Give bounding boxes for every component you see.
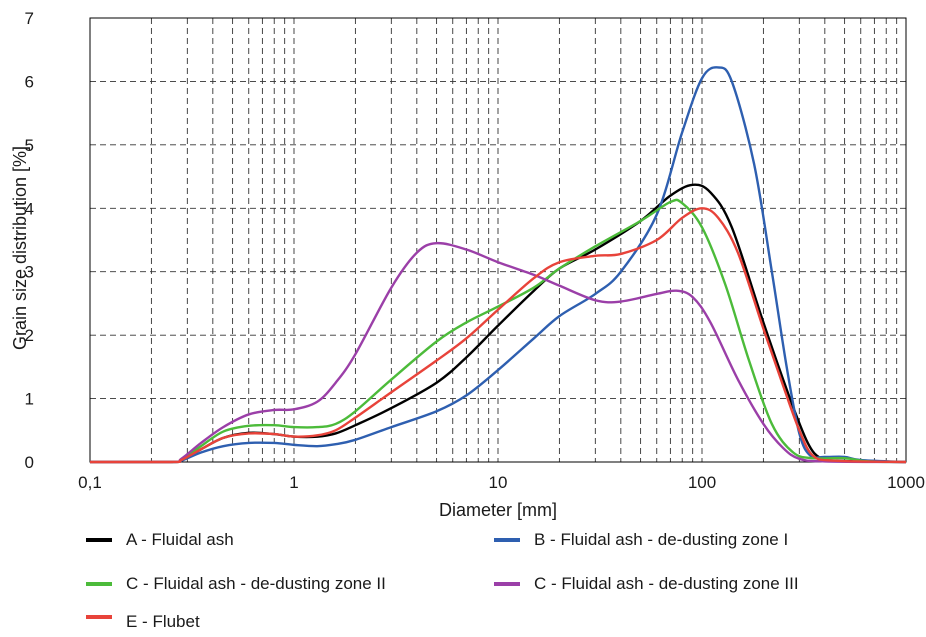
y-tick-label: 4 — [25, 199, 34, 218]
y-tick-labels: 0 1 2 3 4 5 6 7 — [25, 9, 34, 472]
series-line-4 — [90, 207, 907, 464]
series-line-1 — [90, 66, 907, 464]
x-tick-label: 1 — [289, 473, 298, 492]
x-tick-labels: 0,1 1 10 100 1000 — [78, 473, 925, 492]
plot-frame — [89, 17, 907, 463]
y-tick-label: 6 — [25, 72, 34, 91]
y-tick-label: 2 — [25, 326, 34, 345]
y-tick-label: 3 — [25, 263, 34, 282]
series-line-3 — [90, 241, 907, 464]
y-tick-label: 5 — [25, 136, 34, 155]
x-tick-label: 1000 — [887, 473, 925, 492]
x-tick-label: 0,1 — [78, 473, 102, 492]
y-axis-title: Grain size distribution [%] — [10, 146, 30, 350]
y-tick-label: 7 — [25, 9, 34, 28]
x-tick-label: 100 — [688, 473, 716, 492]
x-tick-label: 10 — [489, 473, 508, 492]
series-lines — [90, 66, 907, 464]
y-tick-label: 0 — [25, 453, 34, 472]
x-axis-title: Diameter [mm] — [439, 500, 557, 520]
grid-lines — [90, 18, 906, 462]
y-tick-label: 1 — [25, 390, 34, 409]
series-line-2 — [90, 198, 907, 464]
